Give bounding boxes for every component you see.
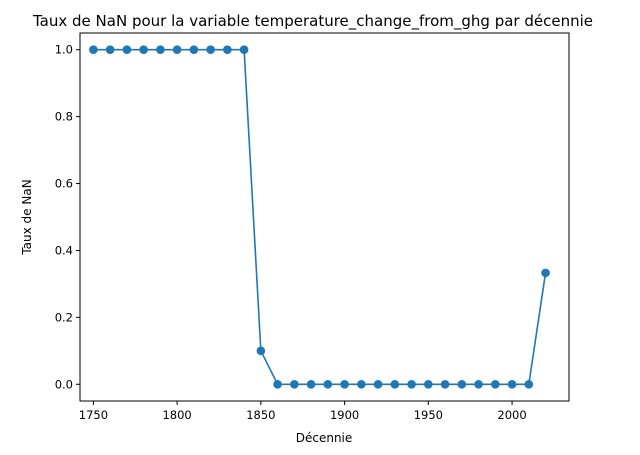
y-tick-label: 0.6 — [55, 177, 73, 191]
data-point — [239, 45, 249, 55]
data-point — [407, 379, 416, 389]
data-point — [507, 379, 517, 389]
series-line — [93, 48, 547, 386]
x-tick-label: 1950 — [414, 408, 443, 422]
data-point — [474, 379, 483, 389]
data-point — [89, 45, 98, 55]
x-axis-label: Décennie — [296, 431, 353, 445]
data-point — [122, 45, 132, 55]
y-tick-label: 0.4 — [55, 243, 73, 257]
data-point — [323, 379, 333, 389]
chart-title: Taux de NaN pour la variable temperature… — [32, 12, 593, 31]
x-tick-label: 1850 — [246, 408, 275, 422]
y-axis: 0.0 0.2 0.4 0.6 0.8 1.0 — [55, 43, 80, 391]
x-tick-label: 2000 — [497, 408, 526, 422]
data-point — [340, 379, 349, 389]
y-tick-label: 0.2 — [55, 310, 73, 324]
data-point — [156, 45, 165, 55]
data-point — [290, 379, 299, 389]
data-point — [440, 379, 450, 389]
data-point — [189, 45, 199, 55]
data-point — [172, 45, 182, 55]
data-point — [541, 268, 550, 278]
x-tick-label: 1750 — [79, 408, 108, 422]
data-point — [273, 379, 282, 389]
series-layer — [89, 45, 550, 389]
data-point — [223, 45, 232, 55]
data-point — [491, 379, 500, 389]
data-point — [373, 379, 383, 389]
y-tick-label: 0.0 — [55, 377, 73, 391]
data-point — [256, 346, 266, 356]
data-point — [390, 379, 400, 389]
data-point — [424, 379, 433, 389]
data-point — [524, 379, 534, 389]
data-point — [457, 379, 467, 389]
x-axis: 1750 1800 1850 1900 1950 2000 — [79, 401, 527, 422]
data-point — [357, 379, 366, 389]
data-point — [105, 45, 115, 55]
x-tick-label: 1900 — [330, 408, 359, 422]
data-point — [206, 45, 215, 55]
x-tick-label: 1800 — [162, 408, 191, 422]
data-point — [139, 45, 148, 55]
y-tick-label: 0.8 — [55, 110, 73, 124]
data-point — [306, 379, 316, 389]
plot-frame — [79, 32, 570, 402]
y-axis-label: Taux de NaN — [20, 179, 34, 255]
y-tick-label: 1.0 — [55, 43, 73, 57]
